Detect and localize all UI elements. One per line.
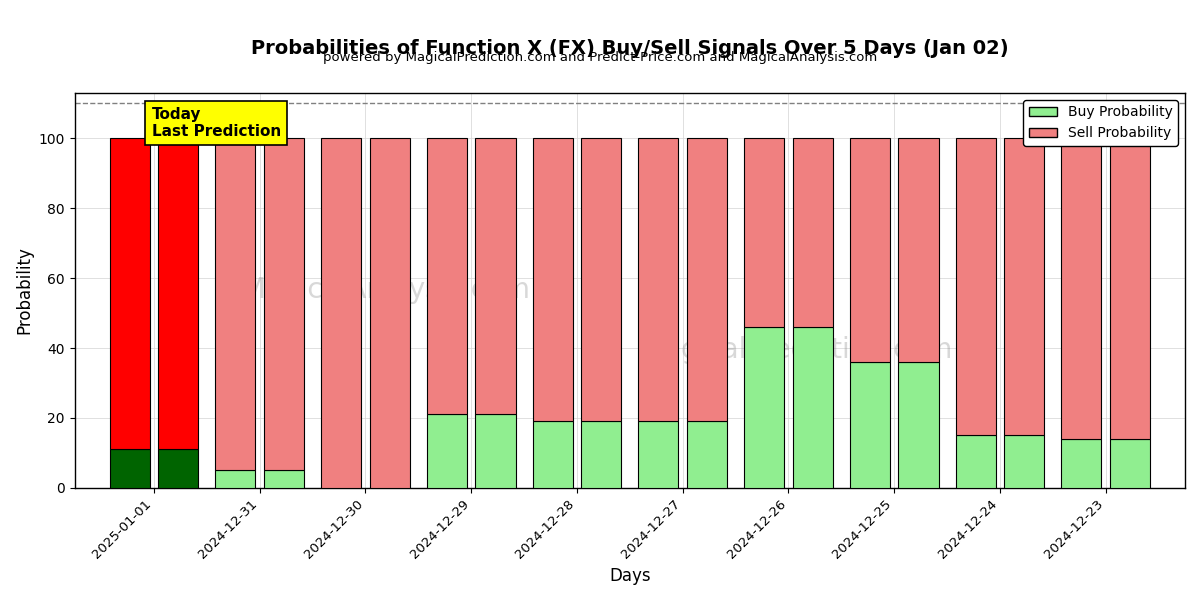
Bar bbox=[793, 139, 833, 327]
Text: MagicalAnalysis.com: MagicalAnalysis.com bbox=[241, 277, 530, 304]
Bar bbox=[475, 415, 516, 488]
Bar bbox=[955, 436, 996, 488]
Bar bbox=[850, 139, 890, 362]
Bar bbox=[264, 470, 304, 488]
X-axis label: Days: Days bbox=[610, 567, 650, 585]
Bar bbox=[899, 139, 938, 362]
Bar bbox=[793, 327, 833, 488]
Text: Today
Last Prediction: Today Last Prediction bbox=[151, 107, 281, 139]
Bar bbox=[638, 139, 678, 421]
Bar bbox=[264, 139, 304, 470]
Bar bbox=[686, 139, 727, 421]
Bar bbox=[215, 139, 256, 470]
Bar bbox=[109, 139, 150, 449]
Bar bbox=[533, 421, 572, 488]
Bar bbox=[427, 139, 467, 415]
Bar bbox=[686, 421, 727, 488]
Bar bbox=[1061, 439, 1102, 488]
Bar bbox=[533, 139, 572, 421]
Bar bbox=[322, 139, 361, 488]
Bar bbox=[744, 139, 785, 327]
Bar bbox=[744, 327, 785, 488]
Bar bbox=[1004, 436, 1044, 488]
Bar bbox=[215, 470, 256, 488]
Bar bbox=[581, 421, 622, 488]
Bar bbox=[638, 421, 678, 488]
Text: powered by MagicalPrediction.com and Predict-Price.com and MagicalAnalysis.com: powered by MagicalPrediction.com and Pre… bbox=[323, 51, 877, 64]
Bar bbox=[1110, 139, 1150, 439]
Bar bbox=[850, 362, 890, 488]
Bar bbox=[1061, 139, 1102, 439]
Bar bbox=[955, 139, 996, 436]
Bar bbox=[1110, 439, 1150, 488]
Bar bbox=[581, 139, 622, 421]
Bar bbox=[370, 139, 410, 488]
Bar bbox=[427, 415, 467, 488]
Text: MagicalPrediction.com: MagicalPrediction.com bbox=[640, 335, 953, 364]
Bar bbox=[158, 449, 198, 488]
Bar bbox=[109, 449, 150, 488]
Title: Probabilities of Function X (FX) Buy/Sell Signals Over 5 Days (Jan 02): Probabilities of Function X (FX) Buy/Sel… bbox=[251, 39, 1009, 58]
Bar bbox=[1004, 139, 1044, 436]
Bar bbox=[158, 139, 198, 449]
Bar bbox=[475, 139, 516, 415]
Bar bbox=[899, 362, 938, 488]
Legend: Buy Probability, Sell Probability: Buy Probability, Sell Probability bbox=[1024, 100, 1178, 146]
Y-axis label: Probability: Probability bbox=[16, 247, 34, 334]
